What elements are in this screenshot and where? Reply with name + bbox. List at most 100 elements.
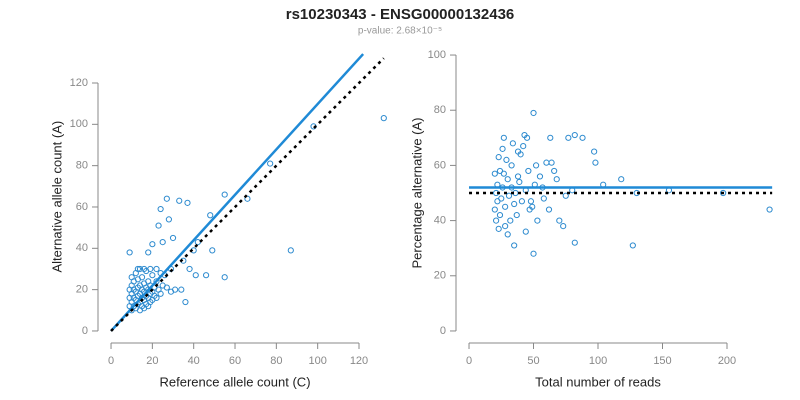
point — [491, 170, 498, 177]
point — [495, 225, 502, 232]
point — [503, 156, 510, 163]
x-tick-label: 0 — [466, 355, 472, 367]
point — [192, 272, 199, 279]
point — [514, 173, 522, 180]
y-tick-label: 0 — [82, 325, 88, 337]
x-tick-label: 150 — [653, 355, 671, 367]
point — [629, 242, 636, 249]
point — [134, 265, 141, 273]
y-tick-label: 120 — [70, 77, 88, 89]
x-tick-label: 60 — [229, 355, 241, 367]
x-tick-label: 20 — [146, 355, 158, 367]
point — [521, 131, 528, 139]
point — [530, 250, 537, 257]
x-axis-title: Reference allele count (C) — [160, 374, 311, 389]
x-tick-label: 100 — [308, 355, 326, 367]
x-axis-title: Total number of reads — [535, 374, 661, 389]
point — [504, 231, 511, 238]
point — [556, 217, 563, 224]
point — [571, 239, 578, 246]
point — [267, 160, 274, 167]
y-tick-label: 60 — [434, 159, 446, 171]
point — [529, 203, 536, 210]
point — [560, 223, 567, 230]
reference-line — [110, 57, 385, 332]
point — [176, 197, 183, 204]
point — [592, 159, 599, 166]
point — [520, 142, 527, 150]
point — [157, 290, 164, 297]
point — [525, 167, 532, 175]
point — [209, 247, 216, 254]
y-tick-label: 0 — [440, 325, 446, 337]
point — [579, 134, 586, 141]
point — [499, 145, 506, 152]
point — [138, 274, 146, 281]
x-tick-label: 100 — [589, 355, 607, 367]
point — [136, 265, 144, 273]
point — [511, 242, 518, 249]
point — [565, 134, 572, 141]
point — [147, 265, 154, 273]
y-tick-label: 20 — [434, 270, 446, 282]
point — [504, 176, 511, 183]
point — [545, 206, 553, 213]
y-axis-title: Alternative allele count (A) — [49, 121, 64, 273]
point — [202, 272, 210, 279]
x-tick-label: 80 — [270, 355, 282, 367]
point — [502, 223, 509, 230]
point — [514, 148, 522, 155]
point — [513, 211, 520, 219]
y-tick-label: 100 — [428, 49, 446, 61]
point — [511, 200, 518, 208]
point — [126, 286, 133, 293]
point — [543, 159, 550, 166]
point — [534, 217, 541, 224]
y-tick-label: 80 — [76, 160, 88, 172]
point — [496, 211, 504, 219]
y-tick-label: 80 — [434, 104, 446, 116]
point — [505, 192, 513, 199]
point — [618, 176, 625, 183]
point — [159, 282, 166, 289]
point — [380, 115, 387, 122]
x-tick-label: 50 — [527, 355, 539, 367]
point — [194, 239, 201, 246]
point — [491, 206, 498, 213]
point — [527, 198, 535, 205]
x-tick-label: 40 — [188, 355, 200, 367]
point — [508, 162, 515, 169]
point — [149, 272, 156, 279]
point — [530, 109, 537, 117]
point — [184, 199, 191, 206]
x-tick-label: 0 — [108, 355, 114, 367]
point — [157, 205, 164, 213]
point — [766, 206, 773, 213]
point — [518, 198, 526, 205]
point — [502, 203, 509, 210]
point — [540, 195, 547, 202]
point — [509, 140, 516, 147]
y-axis-title: Percentage alternative (A) — [409, 117, 424, 268]
point — [507, 217, 514, 224]
point — [153, 265, 160, 273]
point — [207, 212, 214, 219]
point — [221, 274, 228, 281]
point — [553, 176, 560, 183]
point — [562, 192, 569, 199]
point — [221, 191, 228, 198]
y-tick-label: 60 — [76, 201, 88, 213]
x-tick-label: 120 — [350, 355, 368, 367]
point — [169, 234, 177, 242]
y-tick-label: 40 — [434, 214, 446, 226]
fit-line — [110, 53, 365, 332]
point — [591, 148, 598, 155]
point — [551, 167, 558, 175]
point — [500, 170, 507, 177]
chart-subtitle: p-value: 2.68×10⁻⁵ — [358, 26, 442, 37]
point — [493, 217, 500, 224]
point — [548, 159, 555, 166]
point — [500, 134, 507, 141]
point — [178, 286, 185, 293]
point — [536, 173, 544, 180]
